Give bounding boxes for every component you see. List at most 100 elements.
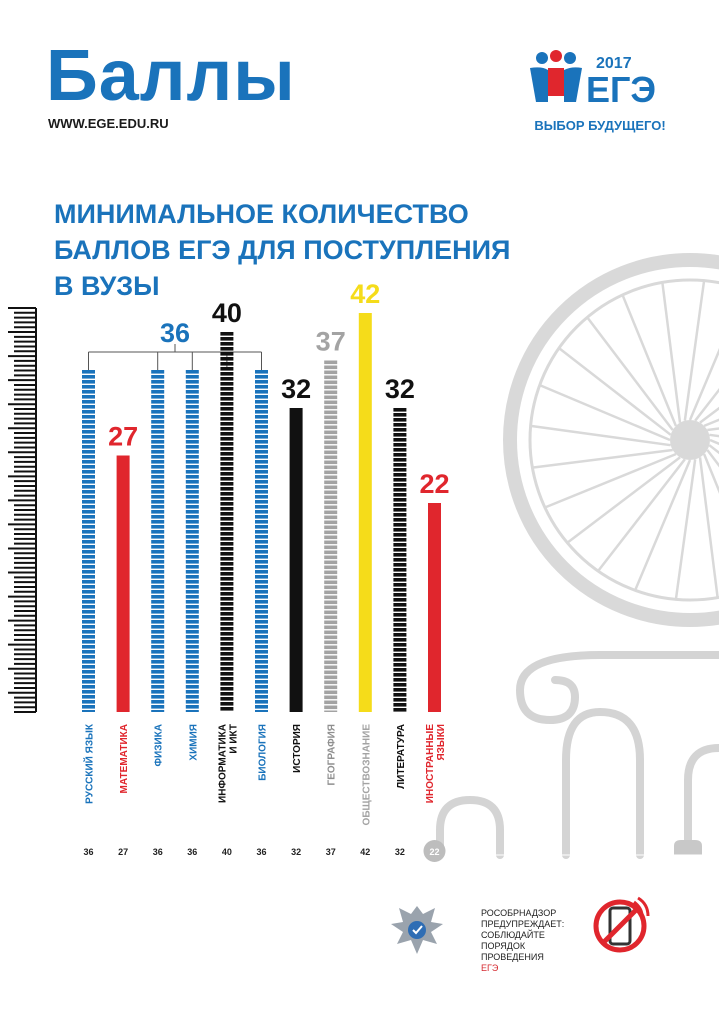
- bar-segment: [393, 708, 407, 712]
- bar-segment: [82, 500, 95, 504]
- bar-segment: [185, 550, 199, 554]
- bar-segment: [220, 402, 234, 406]
- bar-segment: [82, 410, 95, 414]
- bar-segment: [393, 673, 407, 677]
- bar-segment: [255, 660, 268, 664]
- bar-segment: [393, 518, 407, 522]
- footer-notice: РОСОБРНАДЗОР ПРЕДУПРЕЖДАЕТ: СОБЛЮДАЙТЕ П…: [481, 908, 564, 974]
- ege-logo-icon: 2017 ЕГЭ: [530, 50, 656, 110]
- bar-segment: [324, 475, 338, 480]
- bar-segment: [324, 550, 338, 555]
- bottom-value-10: 32: [395, 847, 405, 857]
- bar-segment: [82, 475, 95, 479]
- bar-segment: [151, 530, 165, 534]
- bar-segment: [220, 447, 234, 451]
- bar-segment: [393, 538, 407, 542]
- bar-segment: [255, 410, 268, 414]
- bar-segment: [393, 618, 407, 622]
- bar-segment: [185, 375, 199, 379]
- bar-segment: [82, 510, 95, 514]
- bar-segment: [185, 645, 199, 649]
- bar-segment: [220, 412, 234, 416]
- bar-segment: [185, 510, 199, 514]
- bar-segment: [220, 707, 234, 711]
- bar-segment: [220, 382, 234, 386]
- bar-segment: [324, 630, 338, 635]
- bar-segment: [220, 652, 234, 656]
- bar-segment: [82, 620, 95, 624]
- footer-line-5: ПРОВЕДЕНИЯ: [481, 952, 544, 962]
- bar-segment: [255, 570, 268, 574]
- bar-segment: [324, 500, 338, 505]
- bar-segment: [151, 680, 165, 684]
- bar-segment: [255, 420, 268, 424]
- bar-segment: [151, 465, 165, 469]
- bar-segment: [151, 685, 165, 689]
- bar-segment: [185, 435, 199, 439]
- site-url-link[interactable]: WWW.EGE.EDU.RU: [48, 116, 169, 131]
- bar-segment: [151, 480, 165, 484]
- bar-segment: [82, 595, 95, 599]
- bar-segment: [220, 332, 234, 336]
- bar-segment: [255, 415, 268, 419]
- bar-segment: [324, 595, 338, 600]
- bar-segment: [185, 390, 199, 394]
- bar-segment: [393, 643, 407, 647]
- value-label-2: 27: [108, 422, 138, 452]
- bar-segment: [393, 448, 407, 452]
- bar-segment: [324, 545, 338, 550]
- bar-segment: [255, 585, 268, 589]
- category-label-1: РУССКИЙ ЯЗЫК: [83, 723, 96, 804]
- bar-segment: [220, 362, 234, 366]
- bar-segment: [151, 455, 165, 459]
- bar-segment: [220, 342, 234, 346]
- bar-segment: [255, 425, 268, 429]
- category-label-5: ИНФОРМАТИКАИ ИКТ: [217, 724, 239, 803]
- bar-segment: [255, 685, 268, 689]
- bar-segment: [255, 650, 268, 654]
- category-label-9: ОБЩЕСТВОЗНАНИЕ: [361, 724, 372, 826]
- bar-segment: [220, 367, 234, 371]
- bar-1: [82, 370, 95, 712]
- bar-segment: [324, 575, 338, 580]
- bar-segment: [324, 435, 338, 440]
- bar-segment: [324, 360, 338, 365]
- bar-segment: [151, 630, 165, 634]
- bar-segment: [82, 560, 95, 564]
- bar-segment: [151, 705, 165, 709]
- bar-segment: [82, 655, 95, 659]
- bar-segment: [185, 675, 199, 679]
- bar-segment: [220, 502, 234, 506]
- bar-segment: [324, 535, 338, 540]
- bar-segment: [185, 520, 199, 524]
- bar-segment: [255, 690, 268, 694]
- bar-segment: [324, 705, 338, 710]
- bar-segment: [324, 470, 338, 475]
- bar-segment: [324, 660, 338, 665]
- bar-segment: [185, 610, 199, 614]
- bar-segment: [255, 575, 268, 579]
- bar-segment: [255, 615, 268, 619]
- bar-segment: [82, 640, 95, 644]
- bar-segment: [151, 460, 165, 464]
- bar-segment: [324, 620, 338, 625]
- bar-segment: [324, 645, 338, 650]
- bar-segment: [255, 620, 268, 624]
- bar-segment: [255, 670, 268, 674]
- bar-segment: [82, 570, 95, 574]
- bar-segment: [324, 465, 338, 470]
- bar-segment: [185, 380, 199, 384]
- bar-segment: [151, 440, 165, 444]
- bar-segment: [255, 555, 268, 559]
- bar-segment: [220, 452, 234, 456]
- bar-segment: [185, 545, 199, 549]
- bar-segment: [185, 555, 199, 559]
- bar-segment: [255, 385, 268, 389]
- chart-headline: МИНИМАЛЬНОЕ КОЛИЧЕСТВО БАЛЛОВ ЕГЭ ДЛЯ ПО…: [54, 196, 510, 304]
- bar-segment: [393, 688, 407, 692]
- bar-segment: [82, 565, 95, 569]
- bar-segment: [82, 695, 95, 699]
- bar-segment: [185, 495, 199, 499]
